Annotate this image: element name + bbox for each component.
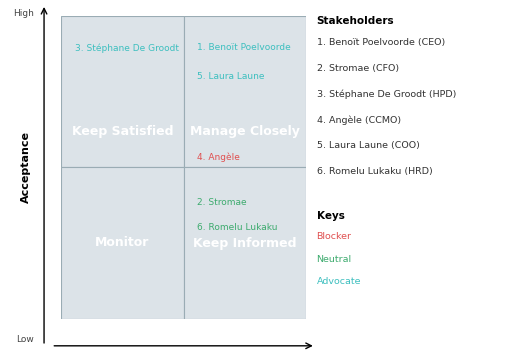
Text: 1. Benoït Poelvoorde (CEO): 1. Benoït Poelvoorde (CEO) — [317, 38, 445, 47]
Text: Acceptance: Acceptance — [21, 131, 31, 203]
Bar — [184, 167, 306, 319]
Bar — [184, 16, 306, 167]
Text: 2. Stromae: 2. Stromae — [197, 198, 247, 207]
Text: Low: Low — [16, 335, 34, 344]
Text: Blocker: Blocker — [317, 232, 352, 241]
Text: 4. Angèle (CCMO): 4. Angèle (CCMO) — [317, 116, 401, 125]
Text: 5. Laura Laune (COO): 5. Laura Laune (COO) — [317, 141, 419, 150]
Text: Manage Closely: Manage Closely — [190, 125, 300, 138]
Text: 4. Angèle: 4. Angèle — [197, 152, 240, 162]
Text: Monitor: Monitor — [95, 237, 149, 249]
Text: Stakeholders: Stakeholders — [317, 16, 394, 26]
Text: 1. Benoït Poelvoorde: 1. Benoït Poelvoorde — [197, 44, 291, 53]
Text: 6. Romelu Lukaku (HRD): 6. Romelu Lukaku (HRD) — [317, 167, 433, 176]
Bar — [61, 167, 184, 319]
Text: Keep Satisfied: Keep Satisfied — [72, 125, 173, 138]
Text: 6. Romelu Lukaku: 6. Romelu Lukaku — [197, 223, 278, 233]
Text: High: High — [13, 9, 34, 18]
Text: 3. Stéphane De Groodt (HPD): 3. Stéphane De Groodt (HPD) — [317, 90, 456, 99]
Text: 5. Laura Laune: 5. Laura Laune — [197, 72, 264, 81]
Text: Neutral: Neutral — [317, 255, 352, 264]
Bar — [61, 16, 184, 167]
Text: Advocate: Advocate — [317, 277, 361, 286]
Text: Keep Informed: Keep Informed — [193, 237, 296, 249]
Text: Keys: Keys — [317, 211, 344, 221]
Text: 2. Stromae (CFO): 2. Stromae (CFO) — [317, 64, 398, 73]
Text: 3. Stéphane De Groodt: 3. Stéphane De Groodt — [74, 43, 179, 53]
